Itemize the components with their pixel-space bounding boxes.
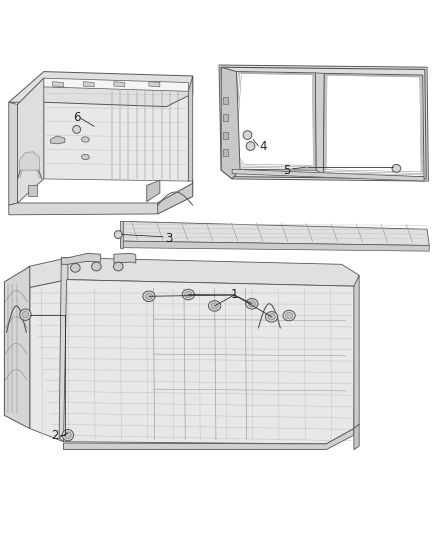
Polygon shape xyxy=(114,253,136,263)
Text: 6: 6 xyxy=(73,111,81,124)
Ellipse shape xyxy=(81,155,89,160)
Polygon shape xyxy=(28,258,359,287)
Ellipse shape xyxy=(62,430,74,441)
Ellipse shape xyxy=(392,165,401,172)
Ellipse shape xyxy=(22,311,29,318)
Ellipse shape xyxy=(265,312,278,322)
Text: 3: 3 xyxy=(165,231,172,245)
Polygon shape xyxy=(20,152,39,170)
Polygon shape xyxy=(120,221,123,248)
Polygon shape xyxy=(30,280,355,444)
Ellipse shape xyxy=(92,262,101,271)
Polygon shape xyxy=(323,74,424,177)
Polygon shape xyxy=(315,73,324,174)
Ellipse shape xyxy=(143,291,155,302)
Polygon shape xyxy=(223,96,228,103)
Polygon shape xyxy=(232,169,424,181)
Polygon shape xyxy=(223,149,228,156)
Ellipse shape xyxy=(286,312,293,319)
Ellipse shape xyxy=(246,298,258,309)
Polygon shape xyxy=(83,82,94,87)
Polygon shape xyxy=(223,114,228,121)
Polygon shape xyxy=(221,67,426,179)
Polygon shape xyxy=(9,183,193,215)
Text: 1: 1 xyxy=(230,288,238,302)
Ellipse shape xyxy=(113,262,123,271)
Polygon shape xyxy=(53,82,64,87)
Polygon shape xyxy=(50,136,65,144)
Ellipse shape xyxy=(114,231,122,238)
Polygon shape xyxy=(147,180,160,201)
Ellipse shape xyxy=(268,314,275,320)
Polygon shape xyxy=(231,71,316,170)
Ellipse shape xyxy=(81,137,89,142)
Polygon shape xyxy=(44,87,188,181)
Polygon shape xyxy=(4,266,30,429)
Polygon shape xyxy=(221,67,240,179)
Ellipse shape xyxy=(243,131,252,140)
Ellipse shape xyxy=(71,263,80,272)
Text: 4: 4 xyxy=(259,140,267,152)
Ellipse shape xyxy=(246,142,255,150)
Polygon shape xyxy=(158,76,193,214)
Ellipse shape xyxy=(185,292,192,297)
Polygon shape xyxy=(223,132,228,139)
Ellipse shape xyxy=(208,301,221,311)
Polygon shape xyxy=(354,424,359,449)
Polygon shape xyxy=(219,65,428,181)
Polygon shape xyxy=(9,102,18,205)
Polygon shape xyxy=(114,82,125,87)
Ellipse shape xyxy=(20,309,31,320)
Polygon shape xyxy=(354,275,359,429)
Polygon shape xyxy=(120,241,429,251)
Polygon shape xyxy=(18,78,44,203)
Polygon shape xyxy=(18,78,188,113)
Ellipse shape xyxy=(211,303,218,309)
Polygon shape xyxy=(64,429,354,449)
Polygon shape xyxy=(149,82,160,87)
Polygon shape xyxy=(9,71,193,107)
Ellipse shape xyxy=(248,301,255,307)
Ellipse shape xyxy=(283,310,295,321)
Ellipse shape xyxy=(145,293,152,300)
Text: 2: 2 xyxy=(51,429,59,442)
Ellipse shape xyxy=(65,432,71,439)
Ellipse shape xyxy=(182,289,194,300)
Ellipse shape xyxy=(73,125,81,133)
Polygon shape xyxy=(120,221,429,246)
Polygon shape xyxy=(28,185,37,197)
Text: 5: 5 xyxy=(283,164,290,176)
Polygon shape xyxy=(59,258,68,442)
Polygon shape xyxy=(61,253,101,264)
